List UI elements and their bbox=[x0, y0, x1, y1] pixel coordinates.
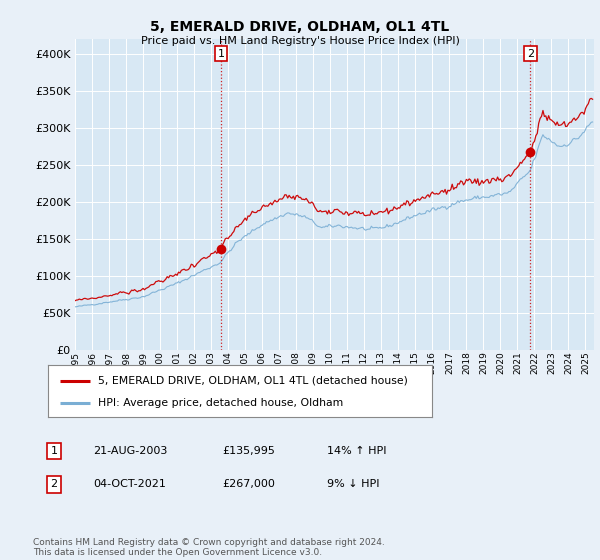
Text: 1: 1 bbox=[50, 446, 58, 456]
Text: 5, EMERALD DRIVE, OLDHAM, OL1 4TL (detached house): 5, EMERALD DRIVE, OLDHAM, OL1 4TL (detac… bbox=[98, 376, 408, 386]
Text: £267,000: £267,000 bbox=[222, 479, 275, 489]
Text: 2: 2 bbox=[527, 49, 534, 59]
Text: HPI: Average price, detached house, Oldham: HPI: Average price, detached house, Oldh… bbox=[98, 398, 343, 408]
Text: 21-AUG-2003: 21-AUG-2003 bbox=[93, 446, 167, 456]
Text: 14% ↑ HPI: 14% ↑ HPI bbox=[327, 446, 386, 456]
Text: £135,995: £135,995 bbox=[222, 446, 275, 456]
Text: 2: 2 bbox=[50, 479, 58, 489]
Text: 9% ↓ HPI: 9% ↓ HPI bbox=[327, 479, 380, 489]
Text: Price paid vs. HM Land Registry's House Price Index (HPI): Price paid vs. HM Land Registry's House … bbox=[140, 36, 460, 46]
Text: 1: 1 bbox=[218, 49, 224, 59]
Text: 04-OCT-2021: 04-OCT-2021 bbox=[93, 479, 166, 489]
Text: Contains HM Land Registry data © Crown copyright and database right 2024.
This d: Contains HM Land Registry data © Crown c… bbox=[33, 538, 385, 557]
Text: 5, EMERALD DRIVE, OLDHAM, OL1 4TL: 5, EMERALD DRIVE, OLDHAM, OL1 4TL bbox=[151, 20, 449, 34]
